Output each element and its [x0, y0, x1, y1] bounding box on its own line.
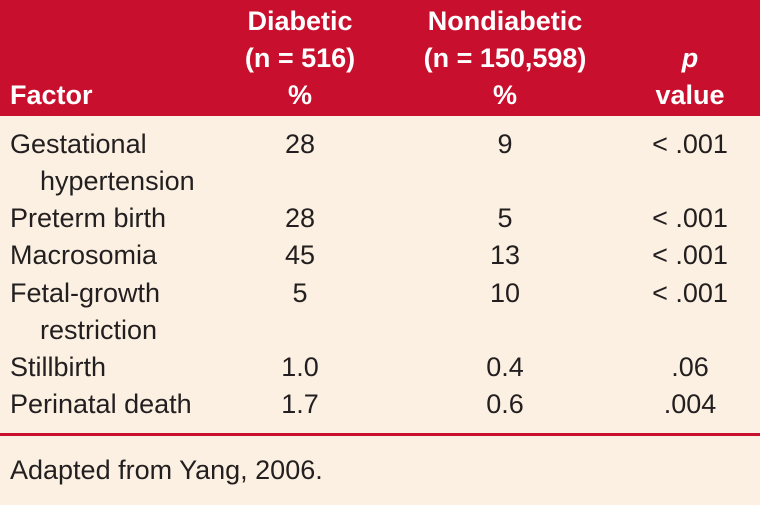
row-factor-line1: Preterm birth [10, 203, 167, 233]
row-p-value: .06 [671, 352, 709, 382]
table-footnote: Adapted from Yang, 2006. [10, 455, 323, 485]
row-factor: Preterm birth [10, 200, 166, 237]
row-nondiabetic-value: 10 [489, 278, 521, 308]
row-nondiabetic-value: 9 [497, 129, 513, 159]
row-nondiabetic-value: 0.4 [486, 352, 524, 382]
row-factor-line1: Fetal-growth [10, 278, 161, 308]
row-diabetic-value: 5 [292, 278, 308, 308]
row-factor: Fetal-growth restriction [10, 275, 160, 349]
header-diabetic-n: (n = 516) [244, 43, 356, 73]
header-factor: Factor [10, 77, 93, 114]
row-factor: Gestational hypertension [10, 126, 195, 200]
row-factor-line1: Perinatal death [10, 389, 192, 419]
row-factor-line1: Macrosomia [10, 240, 158, 270]
header-diabetic-title: Diabetic [247, 6, 353, 36]
row-factor: Stillbirth [10, 349, 106, 386]
header-p-value: p value [630, 40, 750, 114]
row-diabetic-value: 28 [284, 203, 316, 233]
row-factor: Macrosomia [10, 237, 157, 274]
row-factor-line1: Stillbirth [10, 352, 107, 382]
row-p-value: < .001 [652, 203, 728, 233]
row-factor-line2: restriction [40, 315, 158, 345]
row-diabetic-value: 1.7 [281, 389, 319, 419]
row-diabetic-value: 1.0 [281, 352, 319, 382]
row-factor: Perinatal death [10, 386, 192, 423]
row-p-value: < .001 [652, 240, 728, 270]
header-nondiabetic-title: Nondiabetic [427, 6, 583, 36]
header-p-label: value [655, 80, 725, 110]
row-nondiabetic-value: 0.6 [486, 389, 524, 419]
table-header: Factor Diabetic (n = 516) % Nondiabetic … [0, 0, 760, 116]
header-nondiabetic: Nondiabetic (n = 150,598) % [400, 3, 610, 114]
header-p-symbol: p [681, 43, 699, 73]
row-p-value: < .001 [652, 278, 728, 308]
row-p-value: < .001 [652, 129, 728, 159]
header-nondiabetic-unit: % [492, 80, 517, 110]
header-diabetic: Diabetic (n = 516) % [225, 3, 375, 114]
row-nondiabetic-value: 5 [497, 203, 513, 233]
row-factor-line1: Gestational [10, 129, 147, 159]
table-divider [0, 433, 760, 436]
header-nondiabetic-n: (n = 150,598) [423, 43, 587, 73]
row-nondiabetic-value: 13 [489, 240, 521, 270]
header-diabetic-unit: % [287, 80, 312, 110]
row-diabetic-value: 28 [284, 129, 316, 159]
row-diabetic-value: 45 [284, 240, 316, 270]
row-factor-line2: hypertension [40, 166, 195, 196]
row-p-value: .004 [663, 389, 717, 419]
header-factor-label: Factor [10, 80, 93, 110]
